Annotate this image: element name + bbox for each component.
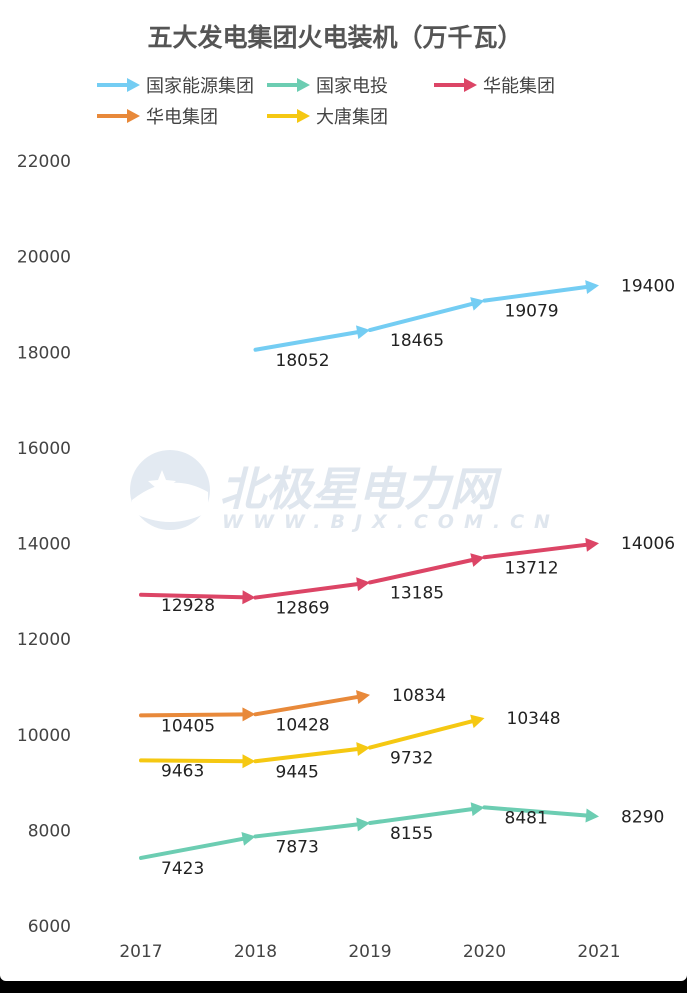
y-tick-label: 12000 [17,630,71,650]
data-label: 9732 [390,749,433,769]
series-segment [253,821,365,839]
legend-label: 大唐集团 [316,107,388,128]
data-label: 14006 [621,534,675,554]
legend-label: 华能集团 [483,76,555,97]
data-point-arrow [585,808,599,823]
y-axis: 6000 8000 10000 12000 14000 16000 18000 20000 22… [17,152,71,937]
data-label: 10348 [507,709,561,729]
legend-item: 国家能源集团 [97,76,254,97]
data-label: 18465 [390,331,444,351]
legend-arrow-icon [297,109,310,123]
data-point-arrow [356,742,370,757]
series-segment [253,746,365,764]
series-segment [368,806,479,825]
y-tick-label: 8000 [28,821,71,841]
legend-label: 国家电投 [316,76,388,97]
data-point-arrow [356,690,370,704]
series-segment [139,758,250,764]
watermark: 北极星电力网 WWW.BJX.COM.CN [130,450,560,533]
series-segment [253,581,365,600]
x-axis: 2017 2018 2019 2020 2021 [119,942,620,962]
data-label: 7873 [276,837,319,857]
series-segment [139,712,250,718]
series-segment [139,592,250,600]
series-segment [482,542,594,560]
watermark-logo [130,450,210,530]
legend-arrow-icon [127,109,140,123]
x-tick-label: 2017 [119,942,162,962]
data-point-arrow [242,590,256,605]
data-point-arrow [470,714,485,729]
data-label: 9463 [161,761,204,781]
y-tick-label: 6000 [28,917,71,937]
y-tick-label: 14000 [17,535,71,555]
data-point-arrow [242,707,256,722]
x-tick-label: 2019 [348,942,391,962]
series-segment [482,805,594,818]
data-label: 8290 [621,808,664,828]
data-label: 10834 [392,686,446,706]
series-line [139,802,599,860]
series-line [139,537,599,605]
data-label: 13712 [505,558,559,578]
data-label: 19079 [505,302,559,322]
data-label: 8155 [390,824,433,844]
legend-arrow-icon [464,78,477,92]
data-label: 12928 [161,596,215,616]
legend-arrow-icon [297,78,310,92]
series-segment [253,329,365,352]
data-point-arrow [242,754,256,769]
data-point-arrow [241,831,256,846]
series-layer [139,280,599,860]
y-tick-label: 16000 [17,439,71,459]
chart-title: 五大发电集团火电装机（万千瓦） [147,23,522,52]
legend-arrow-icon [127,78,140,92]
y-tick-label: 20000 [17,248,71,268]
series-segment [139,835,250,860]
data-point-arrow [470,802,485,817]
legend-label: 国家能源集团 [146,76,254,97]
series-line [139,714,485,769]
x-tick-label: 2020 [463,942,506,962]
legend-item: 华能集团 [434,76,555,97]
series-segment [482,284,594,303]
series-line [139,690,370,722]
data-label: 19400 [621,276,675,296]
data-labels: 18052 18465 19079 19400 7423 7873 8155 8481 8290… [161,276,675,879]
data-label: 9445 [276,762,319,782]
y-tick-label: 18000 [17,343,71,363]
x-tick-label: 2018 [234,942,277,962]
data-point-arrow [470,297,485,311]
data-point-arrow [585,537,599,552]
x-tick-label: 2021 [577,942,620,962]
data-point-arrow [356,577,370,592]
data-point-arrow [470,553,485,567]
legend-item: 华电集团 [97,107,218,128]
data-point-arrow [355,325,370,340]
data-point-arrow [585,280,599,294]
data-label: 12869 [276,599,330,619]
y-tick-label: 22000 [17,152,71,172]
data-label: 10428 [276,715,330,735]
legend-item: 国家电投 [267,76,388,97]
series-line [253,280,599,352]
data-label: 8481 [505,808,548,828]
data-label: 10405 [161,716,215,736]
data-label: 7423 [161,859,204,879]
watermark-sub-text: WWW.BJX.COM.CN [222,511,560,533]
series-segment [253,694,365,717]
data-label: 18052 [276,351,330,371]
data-label: 13185 [390,583,444,603]
series-segment [368,718,479,750]
legend-item: 大唐集团 [267,107,388,128]
series-segment [368,556,479,585]
series-segment [368,300,479,333]
watermark-main-text: 北极星电力网 [220,462,502,516]
y-tick-label: 10000 [17,726,71,746]
legend-label: 华电集团 [146,107,218,128]
data-point-arrow [356,817,370,832]
